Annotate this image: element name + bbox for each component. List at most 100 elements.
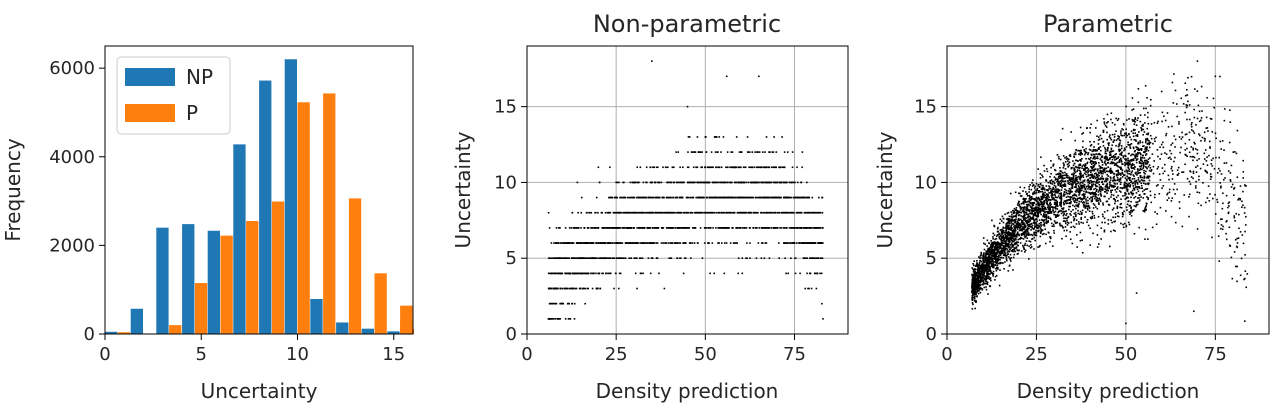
parametric-point <box>1110 151 1112 153</box>
parametric-point <box>1025 232 1028 234</box>
nonparametric-point <box>820 272 823 275</box>
parametric-point <box>1084 216 1086 218</box>
nonparametric-point <box>559 227 561 229</box>
nonparametric-ytick-label: 0 <box>506 324 517 345</box>
parametric-point <box>1110 138 1113 141</box>
nonparametric-point <box>649 272 652 275</box>
nonparametric-point <box>598 272 601 275</box>
parametric-point <box>1088 210 1091 213</box>
parametric-point <box>1076 180 1079 183</box>
nonparametric-point <box>739 196 742 199</box>
parametric-point <box>1054 169 1057 172</box>
parametric-point <box>1050 218 1052 221</box>
parametric-point <box>1009 244 1011 246</box>
parametric-point <box>1091 184 1094 187</box>
nonparametric-point <box>671 242 673 244</box>
nonparametric-point <box>704 181 706 184</box>
parametric-point <box>1030 244 1032 246</box>
parametric-point <box>999 261 1001 264</box>
nonparametric-point <box>693 211 696 214</box>
parametric-point <box>1031 201 1034 204</box>
nonparametric-point <box>785 211 787 214</box>
nonparametric-point <box>640 257 642 260</box>
nonparametric-point <box>816 227 819 229</box>
parametric-point <box>1103 229 1106 232</box>
nonparametric-point <box>628 196 630 199</box>
nonparametric-point <box>547 318 550 320</box>
nonparametric-point <box>807 227 810 229</box>
parametric-point <box>1080 200 1083 203</box>
nonparametric-point <box>737 166 740 169</box>
nonparametric-point <box>587 272 590 275</box>
parametric-point <box>1138 169 1140 172</box>
parametric-point <box>1015 243 1018 245</box>
nonparametric-point <box>588 211 590 214</box>
nonparametric-point <box>703 211 706 214</box>
parametric-point <box>1087 170 1090 173</box>
parametric-point <box>1061 184 1064 187</box>
nonparametric-point <box>760 211 762 214</box>
parametric-point <box>1106 192 1108 195</box>
nonparametric-point <box>739 151 742 153</box>
nonparametric-point <box>679 196 681 199</box>
parametric-point <box>1126 186 1128 189</box>
parametric-point <box>1198 158 1200 160</box>
parametric-point <box>1095 190 1098 192</box>
nonparametric-point <box>818 211 821 214</box>
parametric-point <box>1106 200 1109 203</box>
nonparametric-point <box>762 166 765 169</box>
nonparametric-frame <box>526 45 849 335</box>
nonparametric-point <box>661 227 664 229</box>
parametric-point <box>1235 245 1238 248</box>
nonparametric-point <box>682 272 685 275</box>
parametric-point <box>1077 182 1079 185</box>
nonparametric-xtick-label: 0 <box>521 344 532 365</box>
nonparametric-point <box>668 211 671 214</box>
parametric-point <box>971 278 974 280</box>
parametric-point <box>1086 169 1089 172</box>
parametric-point <box>1027 227 1030 230</box>
parametric-point <box>1108 154 1111 156</box>
nonparametric-point <box>778 211 781 214</box>
nonparametric-point <box>671 211 673 214</box>
nonparametric-point <box>634 242 637 244</box>
parametric-point <box>1004 254 1007 257</box>
parametric-point <box>1198 178 1200 181</box>
parametric-point <box>1042 209 1044 212</box>
parametric-point <box>1052 165 1054 167</box>
parametric-point <box>1075 166 1078 169</box>
parametric-point <box>1208 154 1210 157</box>
parametric-point <box>1203 131 1206 134</box>
parametric-point <box>1007 253 1009 255</box>
nonparametric-point <box>648 196 650 199</box>
nonparametric-point <box>636 257 638 260</box>
parametric-point <box>982 281 985 283</box>
parametric-point <box>1129 211 1132 214</box>
nonparametric-point <box>682 242 684 244</box>
nonparametric-point <box>729 166 731 169</box>
parametric-point <box>1096 119 1099 122</box>
nonparametric-point <box>611 257 614 260</box>
parametric-point <box>1115 162 1117 165</box>
nonparametric-point <box>760 166 762 169</box>
parametric-point <box>973 300 976 302</box>
nonparametric-point <box>625 242 628 244</box>
nonparametric-point <box>558 257 560 260</box>
nonparametric-point <box>805 227 808 229</box>
nonparametric-point <box>806 211 808 214</box>
parametric-point <box>1230 186 1233 188</box>
parametric-point <box>1004 233 1007 236</box>
parametric-point <box>996 262 998 265</box>
parametric-point <box>1077 191 1079 193</box>
parametric-point <box>1132 132 1135 135</box>
legend-swatch-p <box>125 104 175 122</box>
parametric-point <box>983 253 985 255</box>
nonparametric-point <box>615 272 617 275</box>
nonparametric-point <box>666 181 668 184</box>
parametric-point <box>971 276 974 279</box>
parametric-point <box>1124 170 1126 173</box>
parametric-point <box>1065 196 1068 199</box>
nonparametric-point <box>701 166 703 169</box>
parametric-point <box>1086 162 1088 165</box>
parametric-point <box>1163 163 1166 166</box>
